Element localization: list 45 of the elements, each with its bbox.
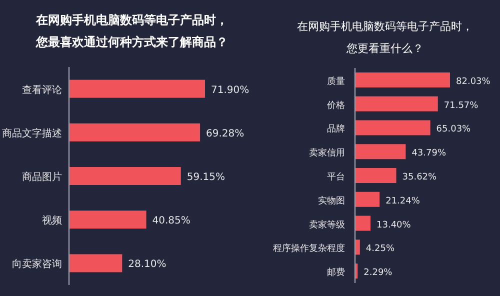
chart-title: 在网购手机电脑数码等电子产品时， (297, 20, 473, 33)
y-tick-label: 商品文字描述 (2, 127, 62, 140)
data-label: 2.29% (364, 268, 393, 278)
data-label: 21.24% (386, 196, 420, 206)
data-label: 28.10% (128, 259, 166, 270)
bar (69, 123, 200, 142)
bar (355, 216, 371, 231)
y-tick-label: 邮费 (327, 267, 345, 278)
chart-subtitle: 您更看重什么？ (346, 42, 424, 55)
data-label: 40.85% (152, 216, 190, 227)
data-label: 4.25% (366, 244, 395, 254)
y-tick-label: 卖家信用 (309, 148, 345, 159)
data-label: 71.90% (211, 84, 250, 96)
y-tick-label: 商品图片 (22, 171, 62, 183)
y-tick-label: 实物图 (318, 195, 345, 206)
bar (355, 240, 360, 255)
bar (355, 192, 380, 207)
data-label: 65.03% (436, 124, 472, 135)
chart-title: 在网购手机电脑数码等电子产品时， (35, 13, 228, 27)
y-tick-label: 向卖家咨询 (12, 258, 62, 270)
y-tick-label: 查看评论 (22, 84, 62, 96)
bar (69, 254, 122, 272)
y-tick-label: 价格 (326, 100, 345, 111)
bar (69, 210, 146, 229)
y-tick-label: 程序操作复杂程度 (273, 243, 345, 254)
y-tick-label: 质量 (327, 76, 345, 87)
bar (69, 80, 205, 98)
data-label: 71.57% (444, 100, 479, 111)
data-label: 35.62% (402, 172, 438, 182)
data-label: 43.79% (412, 148, 446, 159)
bar (355, 72, 450, 88)
data-label: 59.15% (186, 172, 226, 183)
bar (355, 168, 396, 183)
y-tick-label: 平台 (327, 172, 345, 182)
y-tick-label: 视频 (42, 214, 62, 227)
chart-subtitle: 您最喜欢通过何种方式来了解商品？ (35, 35, 228, 49)
bar (355, 120, 430, 136)
y-tick-label: 卖家等级 (309, 219, 345, 230)
data-label: 82.03% (456, 76, 491, 87)
data-label: 69.28% (206, 128, 244, 140)
data-label: 13.40% (376, 220, 412, 230)
bar (355, 96, 438, 112)
y-tick-label: 品牌 (327, 124, 345, 135)
bar (69, 167, 181, 185)
bar (355, 144, 406, 160)
